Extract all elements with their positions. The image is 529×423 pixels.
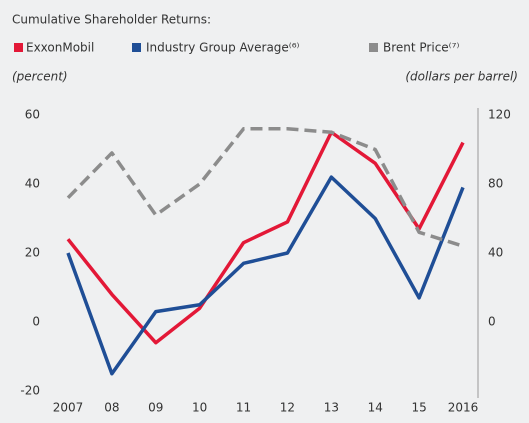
x-tick-label: 11 bbox=[236, 401, 251, 415]
legend-swatch bbox=[14, 43, 23, 52]
y-tick-label: 20 bbox=[25, 246, 40, 260]
x-tick-label: 09 bbox=[148, 401, 163, 415]
y-tick-label: 60 bbox=[25, 108, 40, 122]
y-tick-label: 0 bbox=[32, 315, 40, 329]
x-tick-label: 08 bbox=[104, 401, 119, 415]
y2-tick-label: 0 bbox=[488, 315, 496, 329]
y2-tick-label: 120 bbox=[488, 108, 511, 122]
x-tick-label: 10 bbox=[192, 401, 207, 415]
legend-swatch bbox=[369, 43, 378, 52]
y-tick-label: 40 bbox=[25, 177, 40, 191]
legend-label: Industry Group Average⁽⁶⁾ bbox=[146, 41, 300, 55]
x-tick-label: 2016 bbox=[448, 401, 479, 415]
legend-label: ExxonMobil bbox=[26, 41, 94, 55]
chart-title: Cumulative Shareholder Returns: bbox=[12, 13, 211, 27]
line-series bbox=[66, 127, 464, 248]
legend-swatch bbox=[132, 43, 141, 52]
y2-tick-label: 40 bbox=[488, 246, 503, 260]
line-series bbox=[66, 175, 465, 376]
y2-axis-label: (dollars per barrel) bbox=[405, 70, 518, 84]
x-tick-label: 2007 bbox=[53, 401, 84, 415]
y-axis-label: (percent) bbox=[12, 70, 68, 84]
x-tick-label: 12 bbox=[280, 401, 295, 415]
x-tick-label: 15 bbox=[411, 401, 426, 415]
line-series bbox=[66, 130, 465, 345]
x-tick-label: 13 bbox=[324, 401, 339, 415]
y2-tick-label: 80 bbox=[488, 177, 503, 191]
x-tick-label: 14 bbox=[368, 401, 383, 415]
y-tick-label: -20 bbox=[20, 384, 40, 398]
legend-label: Brent Price⁽⁷⁾ bbox=[383, 41, 459, 55]
